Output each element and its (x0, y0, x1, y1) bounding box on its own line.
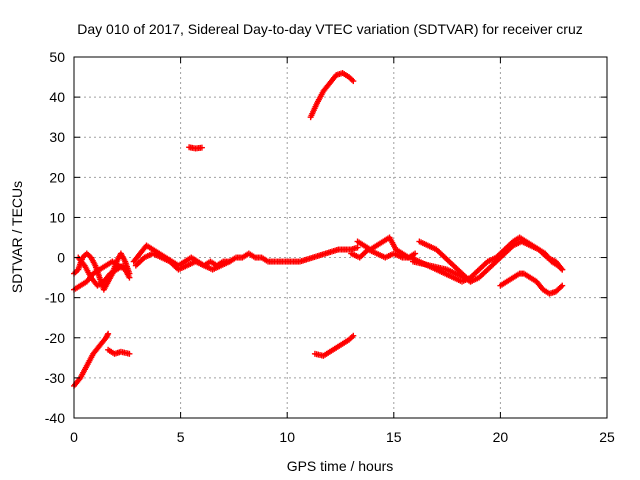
x-tick-label: 10 (279, 429, 295, 445)
y-axis-label: SDTVAR / TECUs (9, 181, 25, 293)
x-axis-label: GPS time / hours (287, 458, 394, 474)
data-point (120, 262, 127, 269)
series-track-5 (311, 332, 357, 359)
plot-frame (73, 56, 608, 419)
data-point (350, 78, 357, 85)
data-point (105, 330, 112, 337)
y-tick-label: -10 (45, 290, 65, 306)
data-point (559, 282, 566, 289)
y-tick-label: 0 (57, 250, 65, 266)
y-tick-label: -30 (45, 370, 65, 386)
data-point (226, 258, 233, 265)
y-tick-label: 40 (49, 89, 65, 105)
series-track-4 (307, 70, 357, 121)
chart-title: Day 010 of 2017, Sidereal Day-to-day VTE… (77, 21, 583, 37)
series-track-3 (186, 144, 205, 152)
series-track-15 (497, 270, 566, 297)
data-point (126, 274, 133, 281)
series-track-14 (409, 258, 474, 285)
tick-labels: 0 5 10 15 20 25 -40 -30 -20 -10 0 10 20 30 40 50 (45, 49, 615, 445)
x-tick-label: 0 (70, 429, 78, 445)
x-tick-label: 15 (386, 429, 402, 445)
y-tick-label: 10 (49, 209, 65, 225)
y-tick-label: -20 (45, 330, 65, 346)
x-tick-label: 20 (493, 429, 509, 445)
y-tick-label: 20 (49, 169, 65, 185)
data-point (350, 332, 357, 339)
axis-ticks (73, 56, 608, 419)
data-point (412, 250, 419, 257)
x-tick-label: 5 (177, 429, 185, 445)
series-track-10 (132, 250, 233, 273)
x-tick-label: 25 (599, 429, 615, 445)
data-point (467, 278, 474, 285)
data-point (126, 350, 133, 357)
series-track-8 (75, 254, 127, 289)
y-tick-label: 30 (49, 129, 65, 145)
grid-lines (74, 57, 607, 418)
y-tick-label: -40 (45, 410, 65, 426)
data-point (557, 283, 564, 290)
data-point (559, 266, 566, 273)
data-point (198, 144, 205, 151)
data-point (354, 244, 361, 251)
y-tick-label: 50 (49, 49, 65, 65)
series-track-1 (71, 330, 112, 389)
series-track-2 (105, 346, 133, 357)
